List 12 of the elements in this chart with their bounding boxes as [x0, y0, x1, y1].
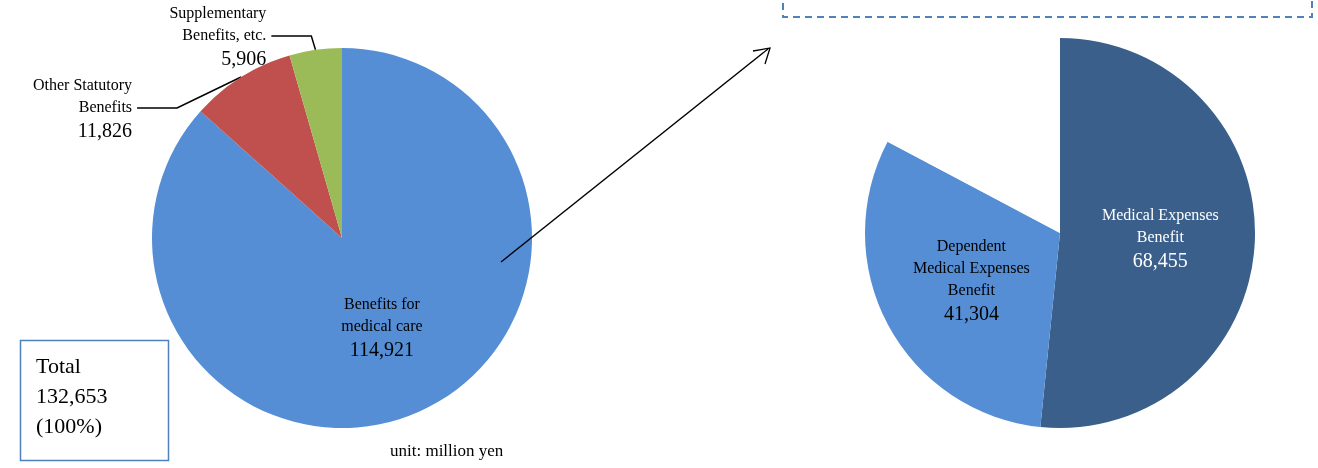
text: unit: million yen — [390, 441, 504, 460]
data-label: 41,304 — [943, 302, 999, 325]
slice-label: Benefits for medical care — [341, 294, 423, 334]
data-label: 5,906 — [221, 47, 267, 69]
text: Total 132,653 (100%) — [36, 352, 108, 438]
slice-label: Other Statutory Benefits — [32, 75, 133, 115]
slice-label: Medical Expenses Benefit — [1101, 205, 1219, 245]
slice-label: Dependent Medical Expenses Benefit — [912, 236, 1030, 298]
slice-label: Supplementary Benefits, etc. — [169, 3, 267, 43]
data-label: 114,921 — [349, 338, 415, 361]
data-label: 68,455 — [1132, 249, 1188, 272]
data-label: 11,826 — [77, 119, 133, 141]
